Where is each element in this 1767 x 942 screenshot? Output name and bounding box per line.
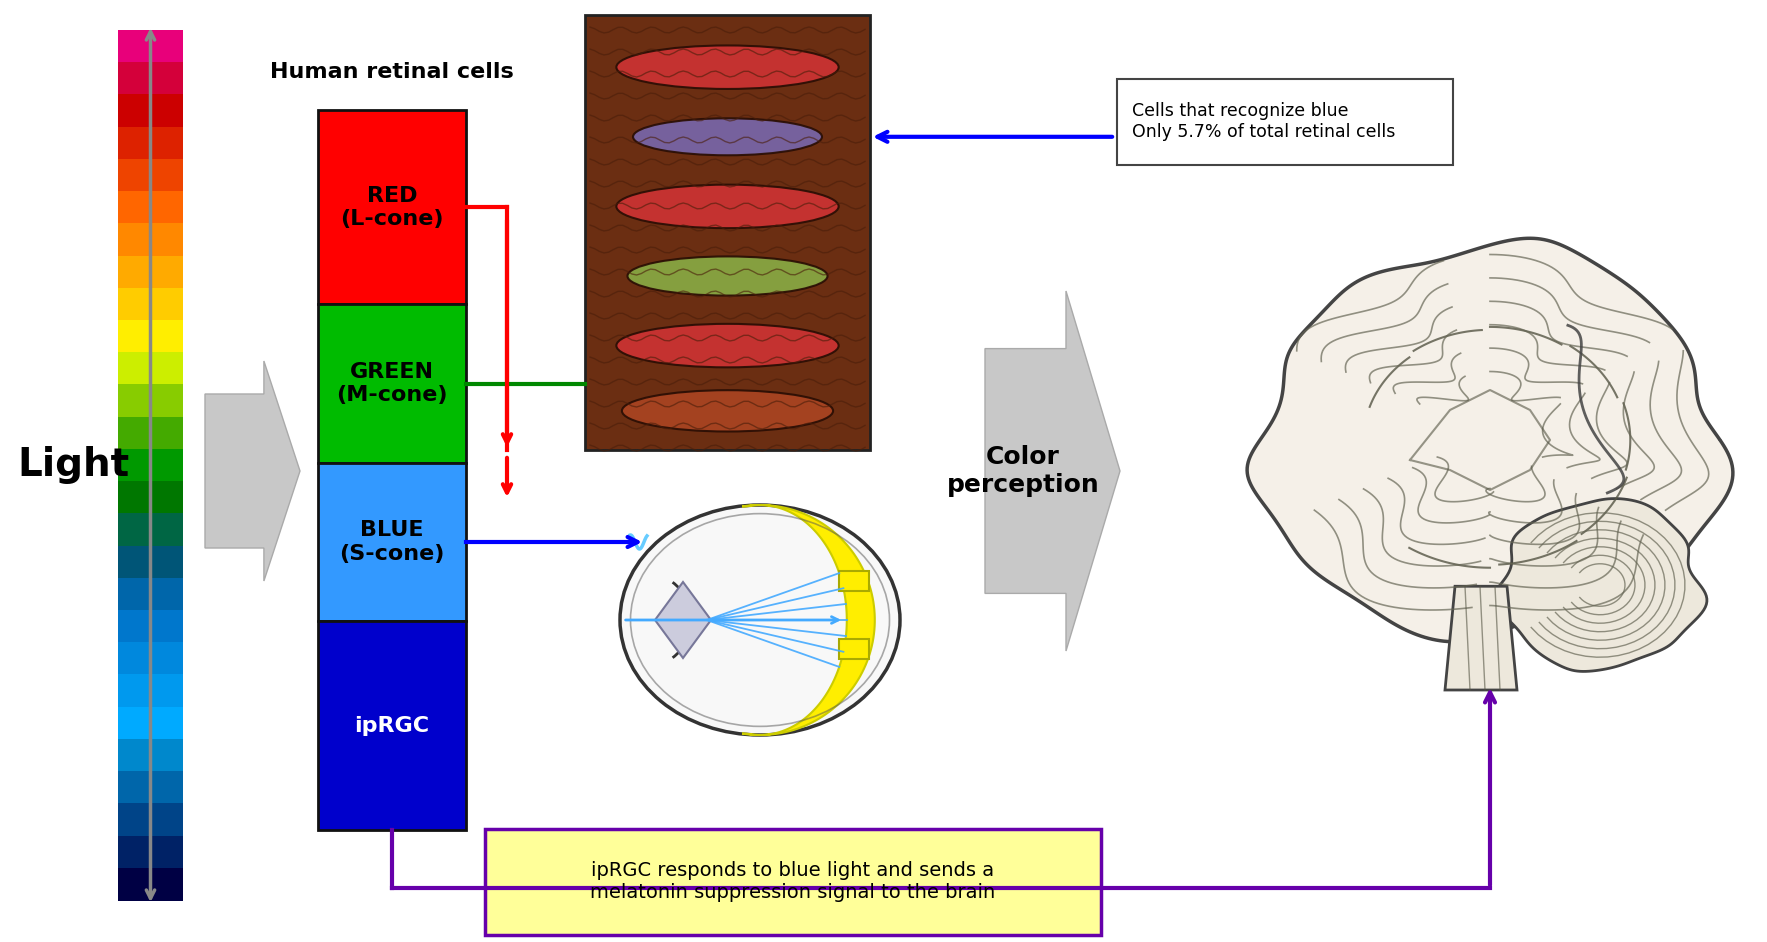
- Bar: [118, 287, 184, 321]
- Bar: [118, 384, 184, 417]
- Bar: [118, 739, 184, 772]
- Polygon shape: [1248, 238, 1733, 642]
- Bar: [118, 255, 184, 289]
- Bar: [118, 159, 184, 192]
- Text: BLUE
(S-cone): BLUE (S-cone): [339, 520, 445, 563]
- Bar: [118, 771, 184, 804]
- Bar: [118, 352, 184, 385]
- Text: Cells that recognize blue
Only 5.7% of total retinal cells: Cells that recognize blue Only 5.7% of t…: [1133, 103, 1396, 141]
- FancyBboxPatch shape: [1117, 79, 1452, 165]
- Bar: [585, 15, 869, 450]
- Ellipse shape: [627, 256, 827, 296]
- Bar: [118, 610, 184, 643]
- Ellipse shape: [617, 185, 839, 228]
- Bar: [318, 110, 466, 304]
- Bar: [118, 577, 184, 611]
- Text: ipRGC: ipRGC: [355, 716, 429, 736]
- FancyBboxPatch shape: [484, 829, 1101, 935]
- Text: ipRGC responds to blue light and sends a
melatonin suppression signal to the bra: ipRGC responds to blue light and sends a…: [590, 862, 995, 902]
- Polygon shape: [1445, 586, 1518, 690]
- Bar: [118, 836, 184, 869]
- Text: Light: Light: [18, 446, 129, 484]
- Bar: [118, 706, 184, 739]
- Text: RED
(L-cone): RED (L-cone): [341, 186, 444, 229]
- Text: GREEN
(M-cone): GREEN (M-cone): [336, 362, 447, 405]
- Bar: [318, 621, 466, 830]
- Bar: [118, 94, 184, 128]
- Bar: [118, 126, 184, 160]
- Ellipse shape: [620, 505, 899, 735]
- Bar: [318, 463, 466, 621]
- Bar: [118, 223, 184, 256]
- Bar: [118, 642, 184, 675]
- Ellipse shape: [622, 390, 832, 431]
- Polygon shape: [656, 582, 710, 658]
- Bar: [118, 804, 184, 836]
- Bar: [118, 62, 184, 95]
- Bar: [839, 571, 869, 591]
- Bar: [118, 30, 184, 63]
- Bar: [118, 513, 184, 546]
- Polygon shape: [1493, 498, 1707, 672]
- Bar: [118, 545, 184, 578]
- Bar: [318, 304, 466, 463]
- Bar: [118, 320, 184, 353]
- Bar: [118, 416, 184, 450]
- Polygon shape: [205, 361, 300, 581]
- Polygon shape: [742, 505, 875, 735]
- Polygon shape: [984, 291, 1120, 651]
- Ellipse shape: [633, 119, 822, 155]
- Bar: [118, 191, 184, 224]
- Text: Human retinal cells: Human retinal cells: [270, 62, 514, 82]
- Ellipse shape: [617, 324, 839, 367]
- Bar: [118, 868, 184, 901]
- Bar: [118, 449, 184, 482]
- Text: Color
perception: Color perception: [947, 446, 1099, 496]
- Bar: [839, 639, 869, 659]
- Bar: [118, 481, 184, 514]
- Bar: [118, 674, 184, 707]
- Ellipse shape: [617, 45, 839, 89]
